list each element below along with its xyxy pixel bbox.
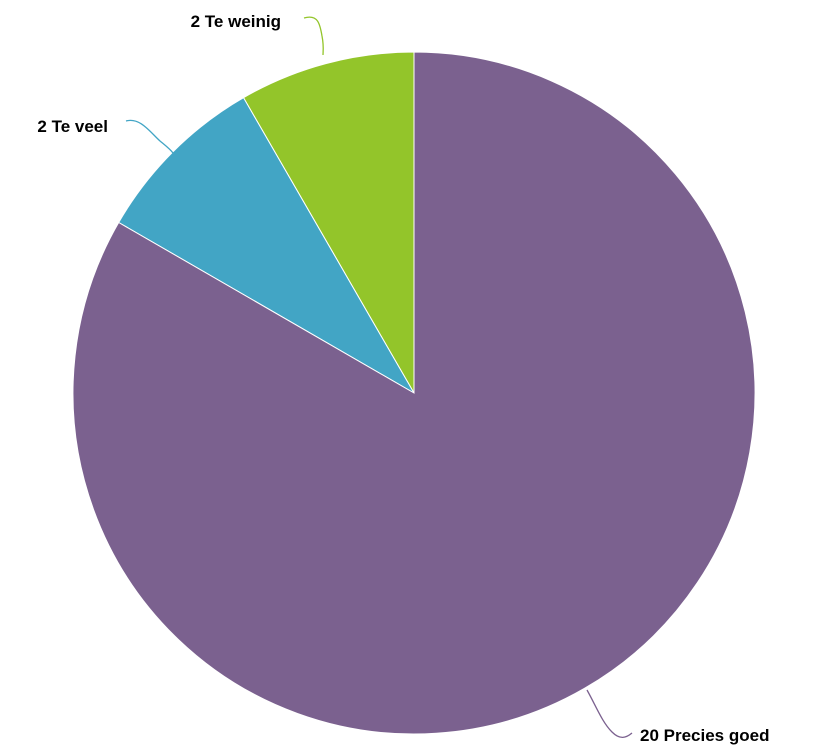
leader-line-precies-goed [586, 689, 633, 739]
pie-slices [72, 51, 756, 735]
leader-lines [125, 16, 633, 739]
leader-line-te-weinig [303, 16, 324, 56]
pie-slice-te-weinig [242, 51, 415, 395]
pie-slice-precies-goed [72, 51, 756, 735]
leader-line-te-veel [125, 119, 174, 154]
data-label-precies-goed: 20 Precies goed [640, 726, 769, 745]
data-label-te-weinig: 2 Te weinig [191, 12, 281, 31]
data-labels: 2 Te weinig 2 Te veel 20 Precies goed [37, 12, 769, 745]
data-label-te-veel: 2 Te veel [37, 117, 108, 136]
